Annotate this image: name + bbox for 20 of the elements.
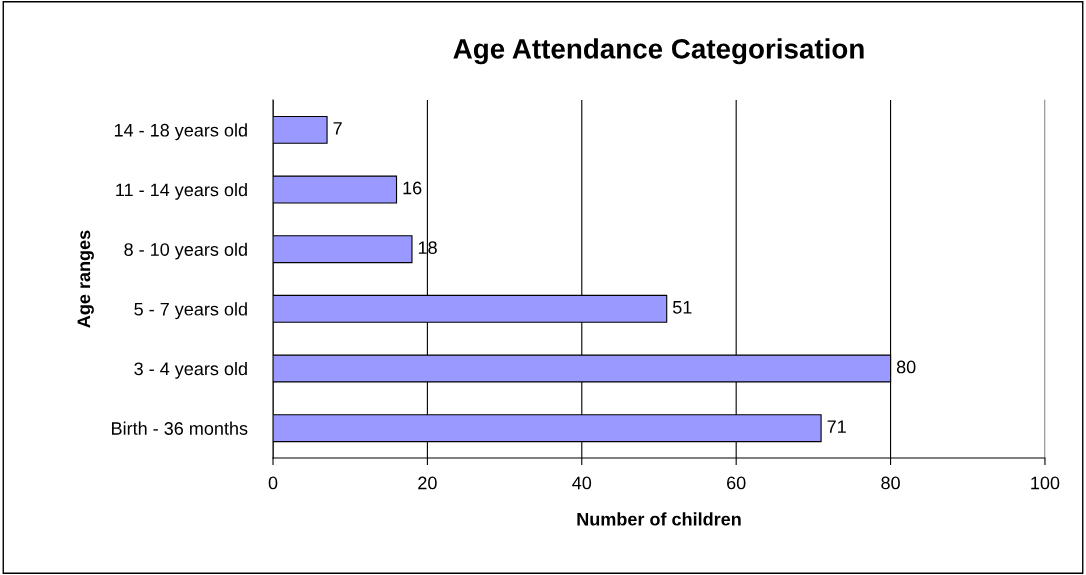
- x-tick-label: 40: [572, 476, 592, 490]
- data-label: 80: [896, 360, 916, 374]
- x-axis-title: Number of children: [577, 512, 741, 526]
- x-tick-label: 60: [727, 476, 746, 490]
- data-label: 71: [827, 420, 846, 433]
- chart-title: Age Attendance Categorisation: [453, 38, 864, 65]
- y-tick-label: 11 - 14 years old: [116, 182, 247, 200]
- x-tick-label: 20: [418, 476, 437, 490]
- x-tick-label: 80: [881, 476, 900, 490]
- y-axis-title: Age ranges: [77, 230, 94, 328]
- data-label: 51: [672, 301, 692, 314]
- x-tick-label: 0: [268, 476, 278, 490]
- y-tick-label: 5 - 7 years old: [134, 302, 247, 320]
- y-tick-label: 14 - 18 years old: [114, 123, 247, 141]
- y-tick-label: Birth - 36 months: [112, 421, 248, 435]
- data-label: 7: [333, 122, 342, 135]
- y-tick-label: 3 - 4 years old: [134, 361, 247, 379]
- x-tick-label: 100: [1031, 476, 1060, 490]
- data-label: 16: [403, 181, 422, 195]
- y-tick-label: 8 - 10 years old: [124, 242, 247, 260]
